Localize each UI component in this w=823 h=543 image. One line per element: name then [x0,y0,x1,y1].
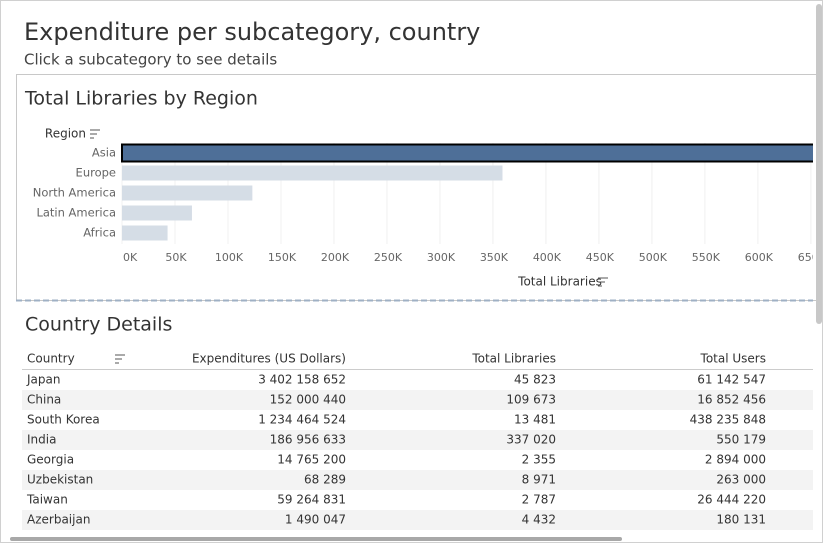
column-header: Expenditures (US Dollars) [192,352,346,366]
chart-title: Total Libraries by Region [24,88,258,110]
x-axis-title[interactable]: Total Libraries [517,275,602,289]
table-cell: 14 765 200 [277,453,346,467]
table-cell: Uzbekistan [27,473,93,487]
table-cell: 186 956 633 [270,433,346,447]
vertical-scrollbar[interactable] [816,4,822,324]
table-cell: 13 481 [514,413,556,427]
table-cell: Azerbaijan [27,513,90,527]
table-cell: 45 823 [514,373,556,387]
y-tick-label[interactable]: Latin America [36,206,116,220]
table-cell: 8 971 [522,473,556,487]
bar[interactable] [121,143,823,163]
dashboard-title: Expenditure per subcategory, country [24,18,480,46]
table-cell: 4 432 [522,513,556,527]
table-cell: India [27,433,56,447]
x-tick-label: 50K [165,251,187,264]
x-tick-label: 500K [639,251,668,264]
x-tick-label: 650K [798,251,823,264]
table-cell: 3 402 158 652 [258,373,346,387]
x-tick-label: 550K [692,251,721,264]
x-tick-label: 0K [123,251,138,264]
y-tick-label[interactable]: Africa [83,226,116,240]
table-title: Country Details [25,314,172,336]
horizontal-scrollbar[interactable] [10,537,622,541]
sort-icon[interactable] [115,354,125,364]
table-cell: 263 000 [716,473,766,487]
table-cell: Japan [26,373,60,387]
table-cell: Georgia [27,453,74,467]
x-tick-label: 100K [215,251,244,264]
x-tick-label: 450K [586,251,615,264]
table-cell: 438 235 848 [690,413,766,427]
row-band [22,390,813,410]
table-cell: 550 179 [716,433,766,447]
y-tick-label[interactable]: North America [33,186,116,200]
row-band [22,430,813,450]
bar[interactable] [122,165,503,181]
x-tick-label: 300K [427,251,456,264]
table-cell: 1 490 047 [285,513,346,527]
y-axis-title[interactable]: Region [45,127,86,141]
column-header: Country [27,352,75,366]
bar[interactable] [122,225,168,241]
y-tick-label[interactable]: Europe [76,166,116,180]
x-tick-label: 150K [268,251,297,264]
table-cell: 152 000 440 [270,393,346,407]
sort-icon[interactable] [90,129,100,139]
table-cell: 2 355 [522,453,556,467]
column-header: Total Users [700,352,766,366]
table-cell: 2 787 [522,493,556,507]
y-tick-label[interactable]: Asia [92,146,116,160]
table-cell: South Korea [27,413,100,427]
sort-icon[interactable] [598,277,608,287]
dashboard-subtitle: Click a subcategory to see details [24,51,277,69]
table-cell: 180 131 [716,513,766,527]
table-cell: 1 234 464 524 [258,413,346,427]
table-cell: 61 142 547 [697,373,766,387]
plot-area: 0K 50K 100K 150K 200K 250K 300K 350K 400K 450K 500… [121,143,823,264]
row-band [22,470,813,490]
x-tick-label: 350K [480,251,509,264]
bar[interactable] [122,205,192,221]
table-cell: Taiwan [26,493,68,507]
x-tick-label: 600K [745,251,774,264]
bar[interactable] [122,185,253,201]
row-band [22,510,813,530]
table-cell: 2 894 000 [705,453,766,467]
x-tick-label: 400K [533,251,562,264]
table-cell: 59 264 831 [277,493,346,507]
table-cell: 109 673 [506,393,556,407]
table-cell: 337 020 [506,433,556,447]
table-cell: 68 289 [304,473,346,487]
table-cell: China [27,393,61,407]
table-cell: 16 852 456 [697,393,766,407]
table-cell: 26 444 220 [697,493,766,507]
column-header: Total Libraries [471,352,556,366]
x-tick-label: 250K [374,251,403,264]
x-tick-label: 200K [321,251,350,264]
